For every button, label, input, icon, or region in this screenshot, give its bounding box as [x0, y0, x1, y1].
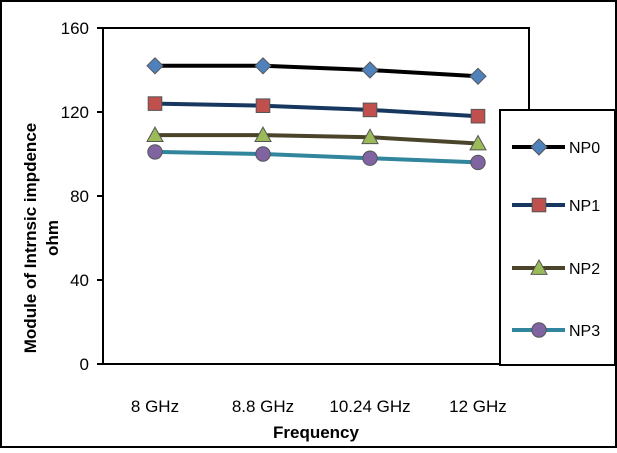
data-point-np2: [254, 126, 272, 142]
x-axis-ticks: 8 GHz 8.8 GHz 10.24 GHz 12 GHz: [131, 397, 507, 416]
data-point-np2: [146, 126, 164, 142]
data-point-np0: [146, 57, 164, 75]
data-point-np3: [147, 144, 163, 160]
series-line-np2: [155, 133, 479, 146]
legend-label-np1: NP1: [569, 198, 600, 215]
data-point-np3: [470, 154, 486, 171]
y-tick-label: 80: [70, 187, 89, 206]
data-point-np0: [254, 57, 272, 75]
y-tick-label: 40: [70, 271, 89, 290]
data-point-np3: [255, 146, 271, 162]
data-point-np1: [470, 108, 486, 124]
legend-marker-np3: [531, 322, 547, 338]
legend-marker-np0: [530, 138, 548, 156]
series-line-np0: [155, 63, 479, 79]
legend-marker-np1: [531, 197, 547, 213]
legend: NP0 NP1 NP2 NP3: [512, 138, 600, 340]
y-axis-title-line2: ohm: [43, 220, 62, 256]
series-layer: [146, 57, 487, 171]
series-line-np1: [154, 101, 479, 119]
x-tick-label: 8 GHz: [131, 397, 179, 416]
data-point-np2: [361, 128, 379, 145]
series-line-np3: [154, 149, 479, 165]
data-point-np0: [361, 61, 379, 79]
y-axis-ticks: 0 40 80 120 160: [61, 19, 103, 374]
x-axis-title: Frequency: [273, 423, 360, 442]
legend-box: [499, 109, 616, 366]
y-tick-label: 0: [80, 355, 89, 374]
data-point-np1: [147, 96, 163, 111]
y-tick-label: 120: [61, 103, 89, 122]
data-point-np2: [469, 134, 487, 151]
legend-label-np3: NP3: [569, 323, 600, 340]
data-point-np1: [255, 98, 271, 114]
legend-label-np0: NP0: [569, 140, 600, 157]
legend-label-np2: NP2: [569, 261, 600, 278]
plot-area: [102, 27, 530, 365]
y-tick-label: 160: [61, 19, 89, 38]
data-point-np0: [469, 67, 487, 86]
data-point-np1: [362, 102, 378, 118]
x-tick-label: 10.24 GHz: [329, 397, 410, 416]
x-tick-label: 8.8 GHz: [232, 397, 294, 416]
data-point-np3: [362, 150, 378, 166]
y-axis-title-line1: Module of Intrnsic impdence: [21, 123, 40, 353]
legend-marker-np2: [530, 258, 548, 275]
x-tick-label: 12 GHz: [449, 397, 507, 416]
